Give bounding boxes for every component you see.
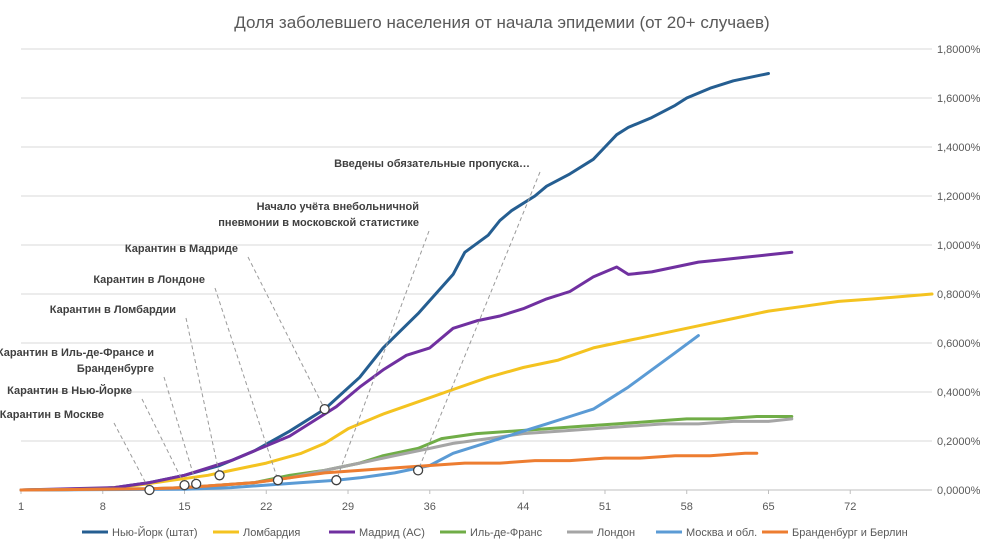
annotation-label: Начало учёта внебольничной xyxy=(257,201,419,213)
annotation-marker xyxy=(412,465,424,476)
x-tick-label: 8 xyxy=(100,501,106,513)
annotation-leader xyxy=(247,256,326,410)
annotation-label: Карантин в Нью-Йорке xyxy=(7,384,132,397)
x-tick-label: 29 xyxy=(342,501,354,513)
annotation-label: Введены обязательные пропуска… xyxy=(334,158,530,170)
annotation-leader xyxy=(417,171,541,471)
legend-label: Бранденбург и Берлин xyxy=(792,527,908,539)
legend-label: Мадрид (АС) xyxy=(359,527,425,539)
annotation-leader xyxy=(214,287,279,481)
x-tick-label: 22 xyxy=(260,501,272,513)
series-line xyxy=(19,292,934,492)
y-tick-label: 0,0000% xyxy=(937,485,981,497)
x-tick-label: 51 xyxy=(599,501,611,513)
y-tick-label: 1,4000% xyxy=(937,142,981,154)
series-lines xyxy=(19,72,934,492)
y-tick-label: 0,6000% xyxy=(937,338,981,350)
legend: Нью-Йорк (штат) Ломбардия Мадрид (АС) Иль-д… xyxy=(82,526,908,539)
y-tick-label: 1,0000% xyxy=(937,240,981,252)
y-tick-label: 0,2000% xyxy=(937,436,981,448)
annotation-marker xyxy=(214,470,225,481)
legend-label: Нью-Йорк (штат) xyxy=(112,526,198,539)
axes: 0,0000% 0,2000% 0,4000% 0,6000% 0,8000% 1,000… xyxy=(18,44,981,513)
annotation-leader xyxy=(185,317,221,476)
series-line xyxy=(19,250,794,492)
y-tick-label: 1,6000% xyxy=(937,93,981,105)
annotation-label: Бранденбурге xyxy=(77,363,154,375)
x-tick-label: 44 xyxy=(517,501,529,513)
annotation-leader xyxy=(141,398,185,486)
x-tick-label: 36 xyxy=(424,501,436,513)
annotation-marker xyxy=(144,484,155,496)
annotation-label: пневмонии в московской статистике xyxy=(218,217,419,229)
x-tick-label: 58 xyxy=(681,501,693,513)
annotation-leader xyxy=(113,422,150,491)
x-tick-label: 15 xyxy=(178,501,190,513)
annotation-label: Карантин в Москве xyxy=(0,409,104,421)
annotation-label: Карантин в Иль-де-Франсе и xyxy=(0,347,154,359)
x-tick-label: 65 xyxy=(762,501,774,513)
annotation-label: Карантин в Лондоне xyxy=(93,274,205,286)
y-tick-label: 1,2000% xyxy=(937,191,981,203)
annotation-label: Карантин в Ломбардии xyxy=(50,304,176,316)
legend-label: Иль-де-Франс xyxy=(470,527,543,539)
legend-label: Лондон xyxy=(597,527,635,539)
y-tick-label: 1,8000% xyxy=(937,44,981,56)
legend-label: Ломбардия xyxy=(243,527,300,539)
series-line xyxy=(19,451,759,492)
y-tick-label: 0,4000% xyxy=(937,387,981,399)
annotation-marker xyxy=(191,478,202,490)
x-tick-label: 72 xyxy=(844,501,856,513)
x-tick-label: 1 xyxy=(18,501,24,513)
annotation-leader xyxy=(335,230,430,481)
annotation-marker xyxy=(319,403,330,415)
annotation-leader xyxy=(163,376,197,485)
annotation-marker xyxy=(179,479,190,491)
annotation-label: Карантин в Мадриде xyxy=(125,243,238,255)
y-tick-label: 0,8000% xyxy=(937,289,981,301)
annotations: Введены обязательные пропуска… Начало учё… xyxy=(0,158,541,496)
chart-title: Доля заболевшего населения от начала эпи… xyxy=(234,13,769,32)
annotation-marker xyxy=(272,475,284,486)
annotation-marker xyxy=(331,475,342,486)
legend-label: Москва и обл. xyxy=(686,527,757,539)
